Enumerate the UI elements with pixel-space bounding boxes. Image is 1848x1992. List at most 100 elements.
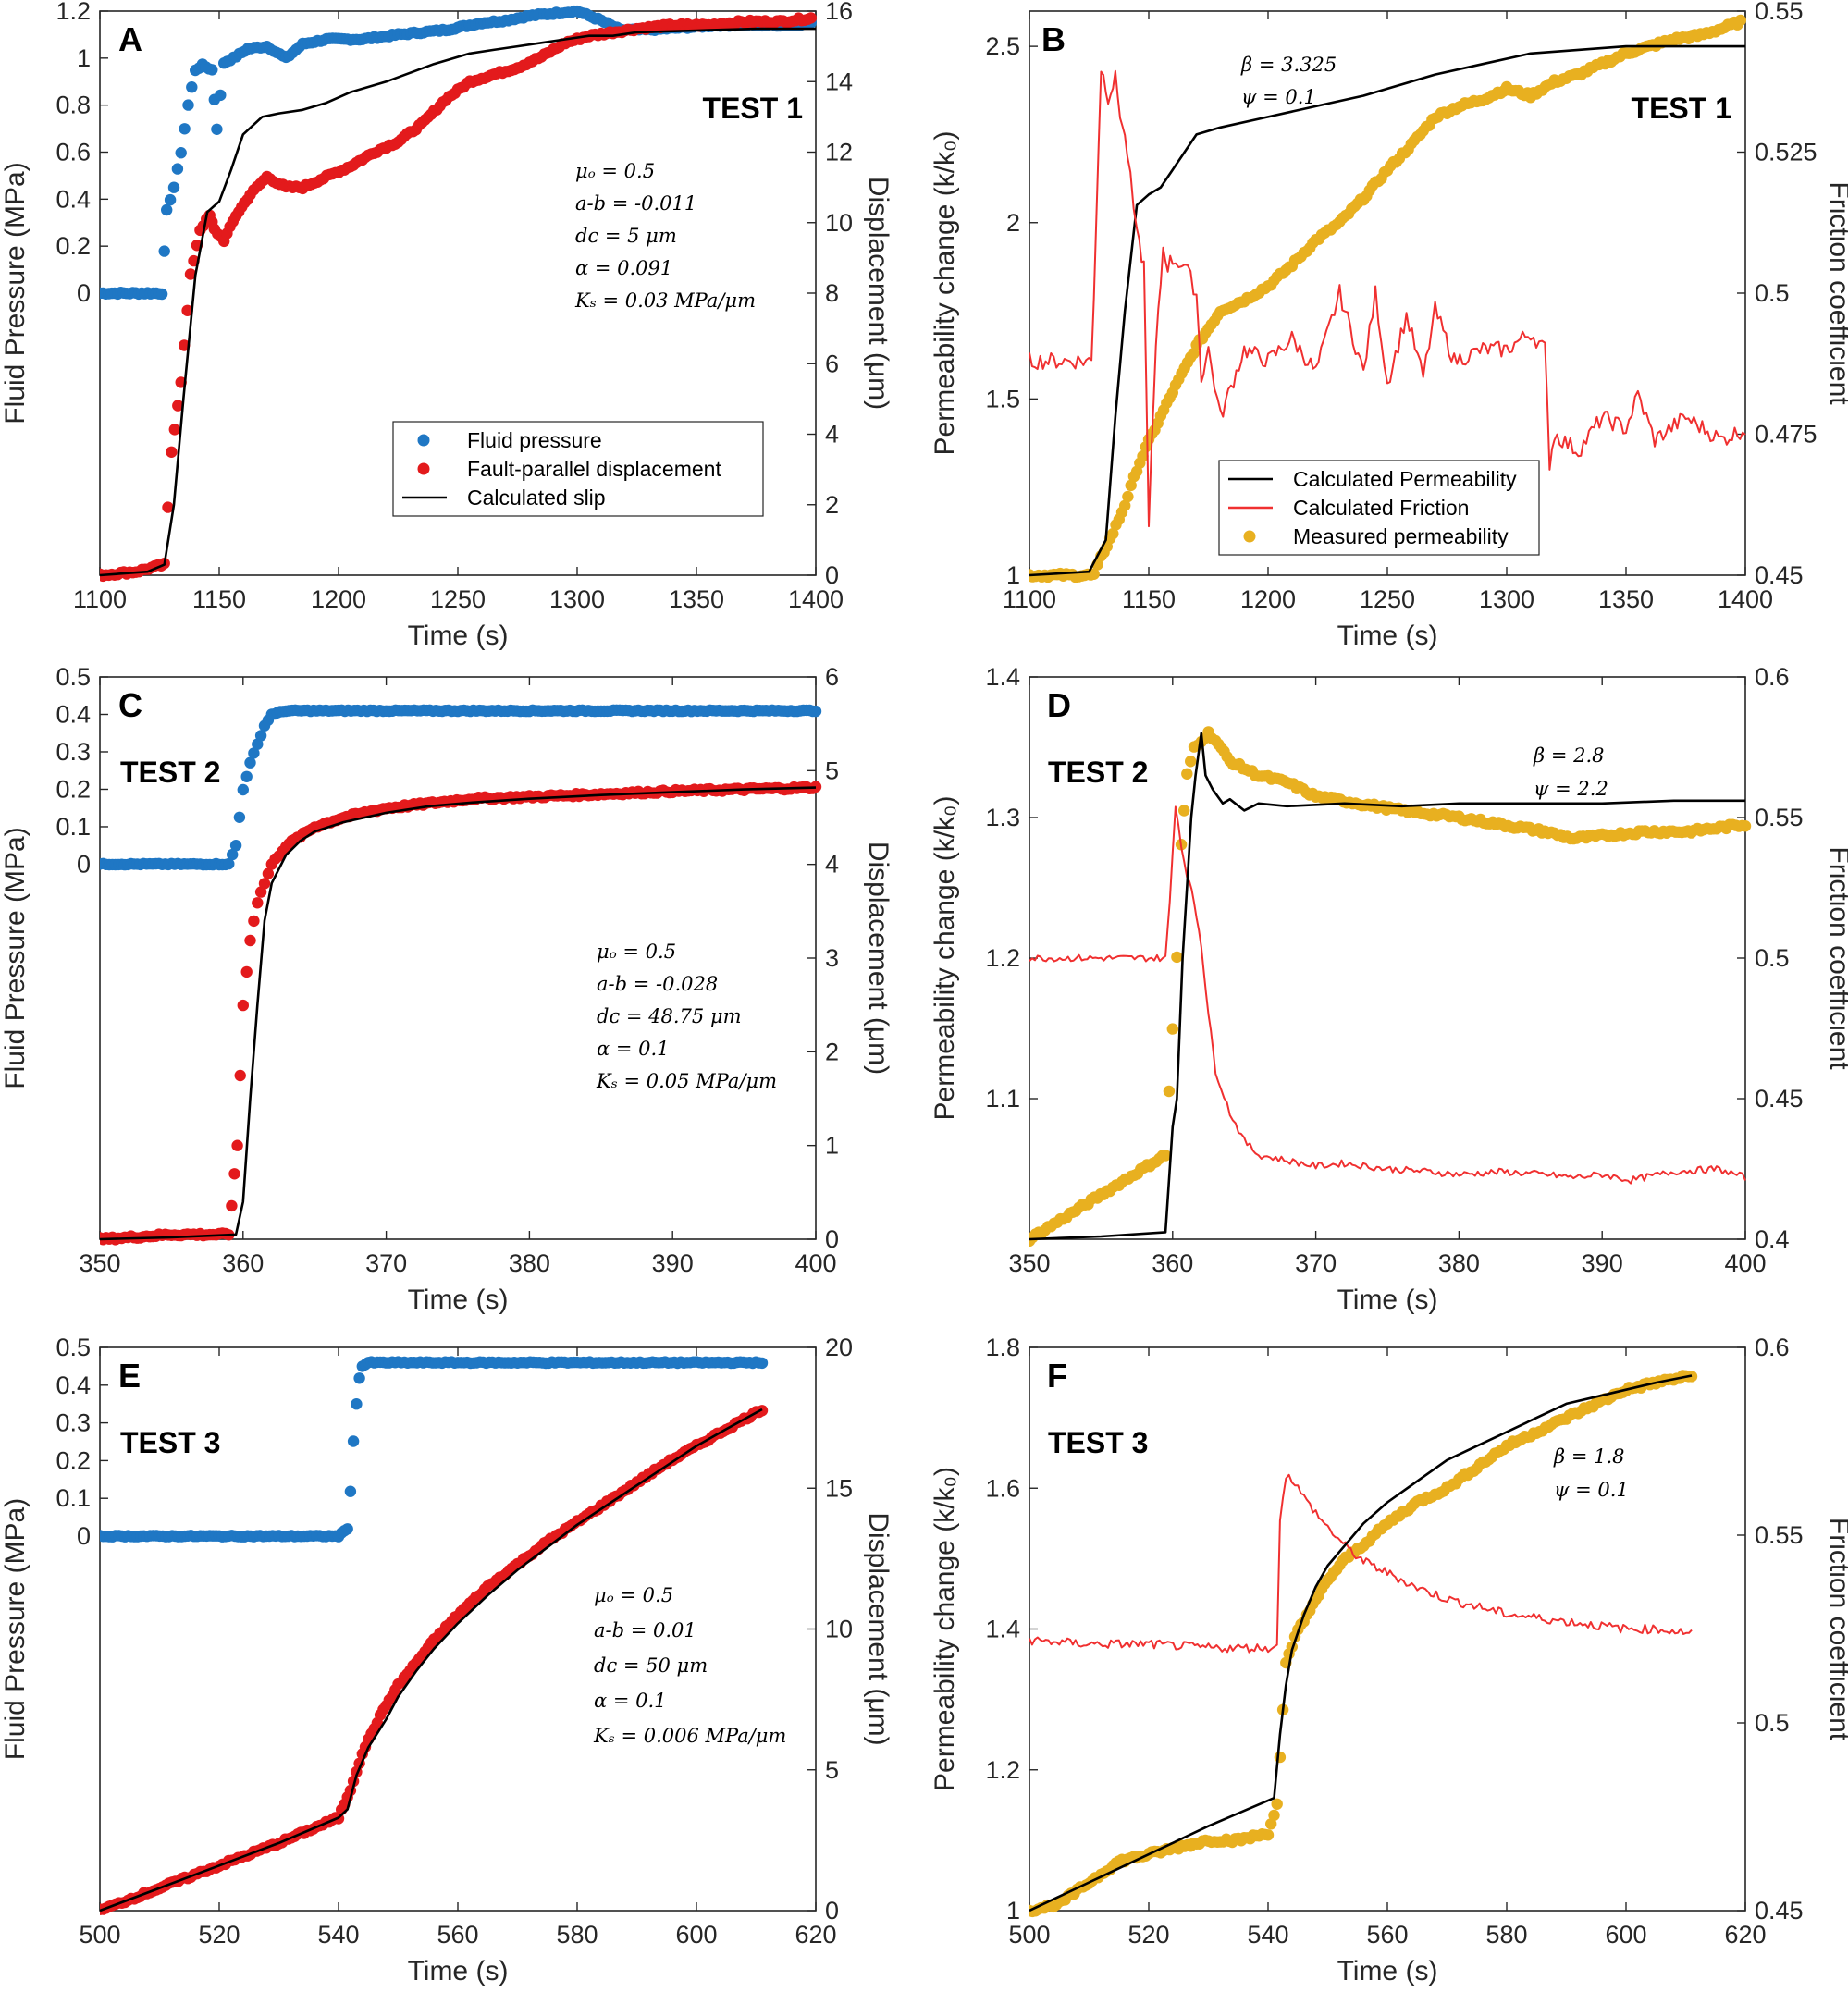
- legend: Fluid pressure Fault-parallel displacemen…: [392, 421, 764, 517]
- y-right-axis-title: Displacement (μm): [863, 177, 893, 410]
- x-tick-label: 1350: [669, 585, 724, 613]
- data-point: [168, 424, 180, 436]
- y-left-tick-label: 1.2: [985, 1756, 1020, 1784]
- series-measured-permeability: [1029, 726, 1752, 1247]
- legend: Calculated Permeability Calculated Fricti…: [1218, 460, 1540, 556]
- data-point: [237, 783, 249, 796]
- x-tick-label: 1400: [1718, 585, 1773, 613]
- model-parameter: μₒ = 0.5: [575, 160, 655, 182]
- data-point: [226, 1199, 238, 1212]
- data-point: [244, 756, 256, 769]
- y-right-tick-label: 10: [825, 1616, 853, 1643]
- data-point: [158, 245, 170, 257]
- y-left-tick-label: 0.5: [55, 1334, 91, 1361]
- y-left-tick-label: 2.5: [985, 32, 1020, 60]
- model-parameter: ψ = 0.1: [1554, 1479, 1629, 1501]
- y-left-tick-label: 0.2: [55, 775, 91, 803]
- data-point: [1159, 1150, 1172, 1162]
- model-parameter: β = 2.8: [1533, 744, 1604, 767]
- y-left-tick-label: 1: [1006, 561, 1020, 589]
- y-right-tick-label: 0.4: [1755, 1225, 1790, 1253]
- y-right-axis-title: Friction coefficient: [1824, 846, 1848, 1070]
- x-tick-label: 600: [1605, 1921, 1646, 1949]
- y-left-axis-title: Fluid Pressure (MPa): [0, 827, 31, 1088]
- panel-c: 350 360 370 380 390 40000.10.20.30.40.5012345…: [0, 663, 893, 1315]
- model-parameter: a-b = -0.011: [575, 192, 696, 215]
- y-right-tick-label: 16: [825, 0, 853, 25]
- y-right-tick-label: 0.5: [1755, 279, 1790, 307]
- panel-b: 1100 1150 1200 1250 1300 1350 1400 1 1.5 2 2.5 0.45…: [930, 0, 1848, 651]
- x-axis-title: Time (s): [1337, 1285, 1438, 1315]
- y-left-tick-label: 0.4: [55, 1371, 91, 1399]
- data-point: [171, 163, 184, 175]
- x-tick-label: 520: [198, 1921, 240, 1949]
- data-point: [240, 965, 253, 978]
- y-left-tick-label: 0.3: [55, 738, 91, 766]
- x-tick-label: 400: [1724, 1249, 1766, 1277]
- y-right-tick-label: 14: [825, 68, 853, 95]
- y-right-tick-label: 15: [825, 1474, 853, 1502]
- x-tick-label: 370: [1295, 1249, 1337, 1277]
- y-right-tick-label: 0.55: [1755, 0, 1804, 25]
- x-tick-label: 380: [1438, 1249, 1480, 1277]
- legend-label: Fault-parallel displacement: [467, 457, 721, 481]
- x-tick-label: 1350: [1598, 585, 1654, 613]
- y-left-tick-label: 1.2: [985, 944, 1020, 972]
- panel-letter: B: [1041, 20, 1066, 58]
- legend-label: Calculated slip: [467, 486, 606, 510]
- data-point: [341, 1523, 353, 1535]
- panel-letter: C: [118, 686, 142, 724]
- legend-marker: [417, 434, 430, 447]
- y-right-tick-label: 0.45: [1755, 561, 1804, 589]
- data-point: [215, 89, 227, 102]
- series-calculated-permeability: [1029, 1374, 1693, 1912]
- y-left-tick-label: 0.5: [55, 663, 91, 691]
- y-left-tick-label: 0.4: [55, 700, 91, 728]
- x-tick-label: 1250: [430, 585, 486, 613]
- test-label: TEST 1: [1632, 92, 1731, 125]
- x-axis-title: Time (s): [408, 1956, 509, 1986]
- data-point: [182, 99, 194, 111]
- data-point: [347, 1435, 360, 1447]
- panel-letter: A: [118, 20, 142, 58]
- x-tick-label: 400: [795, 1249, 836, 1277]
- data-point: [1088, 568, 1100, 580]
- data-point: [229, 840, 242, 852]
- test-label: TEST 1: [703, 92, 803, 125]
- data-point: [1262, 1829, 1275, 1841]
- model-parameter: dᴄ = 48.75 μm: [597, 1005, 742, 1027]
- series-calculated-friction: [1029, 805, 1746, 1185]
- x-tick-label: 580: [1485, 1921, 1527, 1949]
- test-label: TEST 3: [120, 1426, 220, 1459]
- y-right-tick-label: 4: [825, 851, 839, 879]
- y-right-tick-label: 12: [825, 139, 853, 166]
- data-point: [1107, 527, 1119, 540]
- x-tick-label: 500: [79, 1921, 120, 1949]
- x-tick-label: 520: [1127, 1921, 1169, 1949]
- series-calculated-slip: [100, 27, 816, 577]
- x-tick-label: 620: [795, 1921, 836, 1949]
- data-point: [179, 123, 191, 135]
- data-point: [1119, 499, 1131, 511]
- y-right-tick-label: 0.525: [1755, 139, 1817, 166]
- model-parameter: β = 1.8: [1553, 1445, 1624, 1468]
- data-point: [1274, 1751, 1287, 1764]
- y-right-axis-title: Displacement (μm): [863, 842, 893, 1075]
- data-point: [351, 1398, 363, 1410]
- y-left-tick-label: 1.3: [985, 804, 1020, 831]
- data-point: [1185, 756, 1197, 768]
- y-right-tick-label: 0.55: [1755, 1521, 1804, 1549]
- y-right-tick-label: 8: [825, 279, 839, 307]
- x-tick-label: 540: [317, 1921, 359, 1949]
- plot-area: [1029, 14, 1747, 583]
- y-right-tick-label: 0.6: [1755, 1334, 1790, 1361]
- legend-label: Fluid pressure: [467, 428, 602, 452]
- data-point: [254, 730, 267, 742]
- x-tick-label: 1150: [1122, 585, 1176, 613]
- model-parameter: μₒ = 0.5: [594, 1584, 673, 1606]
- data-point: [252, 897, 264, 909]
- x-tick-label: 600: [675, 1921, 717, 1949]
- data-point: [223, 857, 235, 870]
- panel-d: 350 360 370 380 390 400 1.1 1.2 1.3 1.4 0.4 0.45 0.5…: [930, 663, 1848, 1315]
- data-point: [1163, 1085, 1176, 1098]
